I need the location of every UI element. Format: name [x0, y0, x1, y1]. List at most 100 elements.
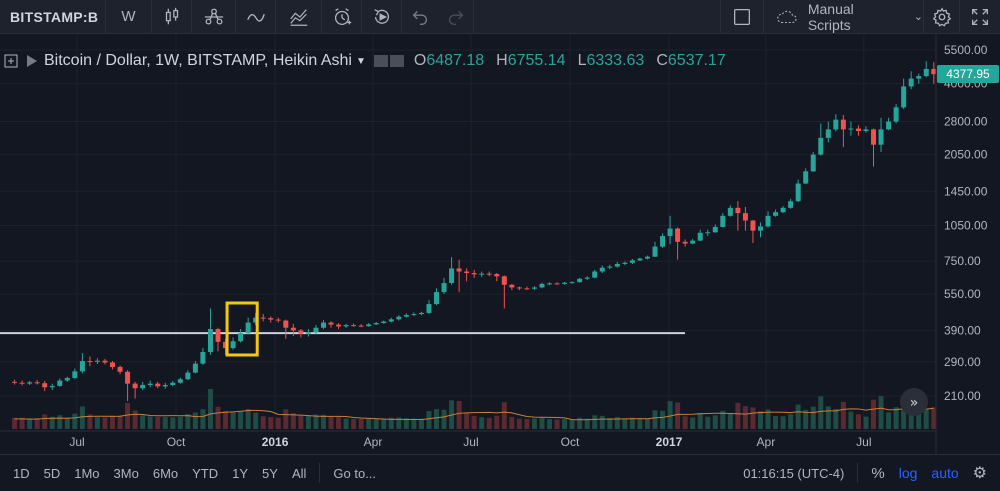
- candle-body: [170, 382, 176, 385]
- close-value: 6537.17: [667, 52, 726, 69]
- candle-body: [577, 278, 583, 283]
- range-1y[interactable]: 1Y: [232, 465, 249, 481]
- candle-body: [471, 273, 477, 275]
- settings-icon[interactable]: [924, 0, 960, 34]
- volume-bar: [396, 417, 402, 429]
- chart-area[interactable]: 5500.00 4000.00 2800.00 2050.00 1450.00 1050.…: [0, 34, 1000, 454]
- indicator-icon[interactable]: [236, 0, 276, 34]
- candle-body: [637, 258, 643, 261]
- volume-bar: [531, 418, 537, 429]
- volume-bar: [931, 407, 937, 429]
- range-5d[interactable]: 5D: [43, 465, 61, 481]
- symbol-search[interactable]: BITSTAMP:B: [0, 0, 106, 34]
- candle-body: [34, 382, 40, 384]
- candle-body: [697, 232, 703, 241]
- candle-body: [313, 327, 319, 333]
- volume-bar: [320, 414, 326, 429]
- candle-body: [660, 236, 666, 247]
- volume-bar: [629, 417, 635, 429]
- volume-bar: [471, 415, 477, 429]
- candle-body: [200, 352, 206, 364]
- alert-icon[interactable]: [322, 0, 362, 34]
- settings-gear-icon[interactable]: ⚙: [972, 465, 987, 482]
- volume-bar: [94, 417, 100, 429]
- gear-icon[interactable]: [389, 55, 404, 67]
- candle-body: [42, 383, 48, 388]
- volume-bar: [825, 406, 831, 429]
- volume-bar: [742, 406, 748, 429]
- volume-bar: [268, 417, 274, 429]
- volume-bar: [373, 418, 379, 429]
- volume-bar: [637, 418, 643, 429]
- cloud-icon: [777, 10, 797, 23]
- candle-body: [855, 128, 861, 132]
- range-1d[interactable]: 1D: [13, 465, 30, 481]
- candle-body: [757, 226, 763, 231]
- candle-body: [441, 283, 447, 293]
- candle-body: [742, 213, 748, 221]
- volume-bar: [388, 417, 394, 429]
- volume-bar: [343, 418, 349, 429]
- candle-body: [622, 262, 628, 264]
- volume-bar: [855, 414, 861, 429]
- candle-body: [253, 317, 259, 323]
- candle-body: [584, 277, 590, 279]
- range-5y[interactable]: 5Y: [262, 465, 278, 481]
- x-tick-label: Oct: [167, 435, 186, 449]
- volume-bar: [644, 418, 650, 429]
- range-3mo[interactable]: 3Mo: [113, 465, 139, 481]
- volume-bar: [358, 418, 364, 429]
- replay-icon[interactable]: [362, 0, 402, 34]
- redo-icon[interactable]: [438, 0, 474, 34]
- volume-bar: [886, 412, 892, 429]
- candle-body: [215, 329, 221, 342]
- bar-chart-icon[interactable]: [152, 0, 192, 34]
- volume-bar: [260, 416, 266, 429]
- price-chart[interactable]: 5500.004000.002800.002050.001450.001050.…: [0, 34, 1000, 454]
- manual-scripts-button[interactable]: Manual Scripts ⌄: [764, 0, 924, 34]
- scroll-to-realtime-button[interactable]: [900, 388, 928, 416]
- volume-bar: [848, 411, 854, 429]
- candle-body: [810, 154, 816, 172]
- candle-body: [727, 207, 733, 216]
- volume-bar: [34, 418, 40, 429]
- range-1mo[interactable]: 1Mo: [74, 465, 100, 481]
- volume-bar: [253, 412, 259, 429]
- legend-title[interactable]: Bitcoin / Dollar, 1W, BITSTAMP, Heikin A…: [44, 52, 352, 69]
- goto-button[interactable]: Go to...: [333, 465, 377, 481]
- candle-body: [336, 324, 342, 327]
- candle-body: [147, 383, 153, 385]
- interval-button[interactable]: W: [106, 0, 152, 34]
- candle-body: [87, 361, 93, 363]
- range-ytd[interactable]: YTD: [192, 465, 219, 481]
- candle-body: [780, 207, 786, 213]
- interval-label: W: [121, 8, 136, 25]
- candle-body: [343, 325, 349, 327]
- collapse-icon[interactable]: [4, 54, 18, 68]
- fullscreen-icon[interactable]: [960, 0, 1000, 34]
- log-toggle[interactable]: log: [898, 465, 918, 481]
- volume-bar: [675, 402, 681, 429]
- volume-bar: [720, 410, 726, 429]
- volume-bar: [27, 418, 33, 429]
- layout-icon[interactable]: [720, 0, 764, 34]
- volume-bar: [19, 417, 25, 429]
- compare-icon[interactable]: [192, 0, 236, 34]
- range-all[interactable]: All: [291, 465, 307, 481]
- low-value: 6333.63: [586, 52, 645, 69]
- auto-toggle[interactable]: auto: [931, 465, 959, 481]
- volume-bar: [780, 416, 786, 429]
- range-6mo[interactable]: 6Mo: [152, 465, 179, 481]
- eye-icon[interactable]: [373, 55, 388, 67]
- volume-bar: [125, 402, 131, 429]
- undo-icon[interactable]: [402, 0, 438, 34]
- financials-icon[interactable]: [276, 0, 322, 34]
- candle-body: [795, 183, 801, 202]
- legend-dropdown-icon[interactable]: ▼: [355, 55, 366, 67]
- candle-body: [403, 315, 409, 317]
- volume-bar: [223, 411, 229, 429]
- volume-bar: [207, 389, 213, 429]
- volume-bar: [712, 415, 718, 429]
- percent-toggle[interactable]: %: [871, 464, 885, 482]
- candle-body: [667, 228, 673, 237]
